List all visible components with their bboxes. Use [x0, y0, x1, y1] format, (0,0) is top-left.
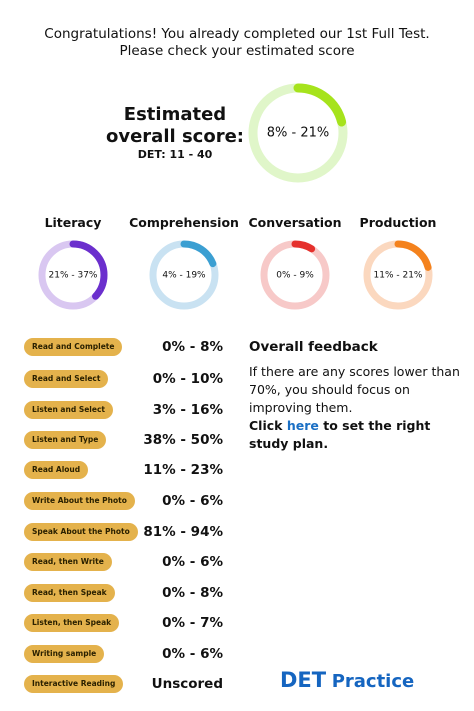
skill-pill: Read Aloud [24, 461, 89, 479]
det-score: DET: 11 - 40 [137, 148, 213, 161]
skill-score: 11% - 23% [143, 462, 223, 478]
skill-score: 0% - 7% [162, 615, 223, 631]
feedback-cta: Click here to set the right study plan. [249, 417, 461, 453]
skill-pill: Interactive Reading [24, 675, 124, 693]
ring-label: 0% - 9% [276, 271, 314, 281]
ring-arc [248, 83, 348, 183]
header-line: Congratulations! You already completed o… [44, 26, 430, 42]
ring-arc [363, 240, 433, 310]
skill-pill: Listen and Select [24, 401, 113, 419]
skill-score: 81% - 94% [143, 524, 223, 540]
ring-arc [260, 240, 330, 310]
skill-score: 0% - 6% [162, 646, 223, 662]
cta-link[interactable]: here [286, 418, 319, 433]
ring-arc [149, 240, 219, 310]
brand-logo: DET Practice [280, 668, 414, 692]
category-name: Conversation [248, 215, 342, 230]
skill-pill: Read, then Speak [24, 584, 115, 602]
overall-title: overall score: [106, 126, 244, 147]
skill-score: 0% - 6% [162, 493, 223, 509]
skill-score: 0% - 10% [152, 371, 223, 387]
skill-pill: Speak About the Photo [24, 523, 138, 541]
skill-score: 0% - 8% [162, 339, 223, 355]
ring-label: 21% - 37% [49, 271, 98, 281]
cta-text: Click [249, 418, 283, 433]
category-name: Comprehension [129, 215, 239, 230]
ring-label: 4% - 19% [162, 271, 206, 281]
skill-pill: Read, then Write [24, 553, 112, 571]
skill-pill: Listen, then Speak [24, 614, 120, 632]
ring-label: 11% - 21% [374, 271, 423, 281]
skill-pill: Read and Select [24, 370, 109, 388]
header-line: Please check your estimated score [119, 43, 355, 59]
score-ring: 11% - 21% [363, 240, 433, 310]
skill-score: 0% - 8% [162, 585, 223, 601]
ring-label: 8% - 21% [267, 126, 329, 141]
skill-score: 0% - 6% [162, 554, 223, 570]
feedback-title: Overall feedback [249, 339, 378, 355]
overall-title: Estimated [123, 104, 227, 125]
skill-score: Unscored [151, 676, 223, 692]
skill-pill: Write About the Photo [24, 492, 135, 510]
brand-bold: DET [280, 668, 327, 692]
category-name: Production [359, 215, 437, 230]
skill-score: 38% - 50% [143, 432, 223, 448]
skill-score: 3% - 16% [152, 402, 223, 418]
feedback-text: If there are any scores lower than 70%, … [249, 364, 460, 415]
score-ring: 21% - 37% [38, 240, 108, 310]
skill-pill: Read and Complete [24, 338, 123, 356]
ring-arc [38, 240, 108, 310]
score-ring: 0% - 9% [260, 240, 330, 310]
score-ring: 4% - 19% [149, 240, 219, 310]
brand-rest: Practice [331, 671, 415, 692]
skill-pill: Writing sample [24, 645, 105, 663]
category-name: Literacy [44, 215, 102, 230]
cta-text: to set the right study plan. [249, 418, 431, 451]
skill-pill: Listen and Type [24, 431, 107, 449]
score-ring: 8% - 21% [248, 83, 348, 183]
